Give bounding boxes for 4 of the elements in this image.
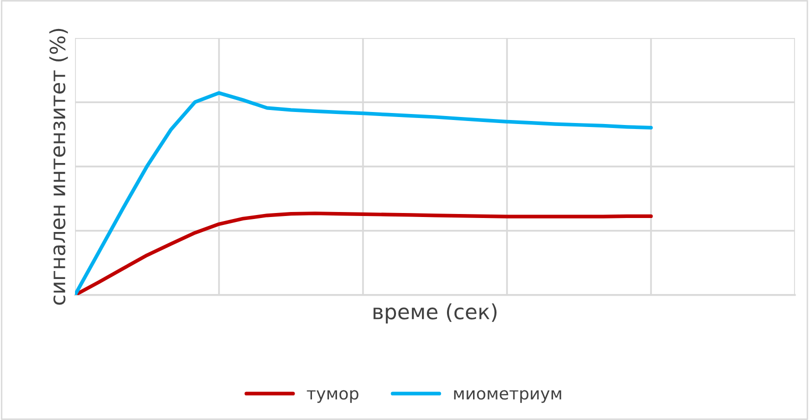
y-axis-title: сигнален интензитет (%) [49, 28, 68, 305]
legend-label: тумор [306, 390, 358, 403]
x-axis-title: време (сек) [374, 303, 496, 324]
legend-label: миометриум [454, 390, 562, 403]
